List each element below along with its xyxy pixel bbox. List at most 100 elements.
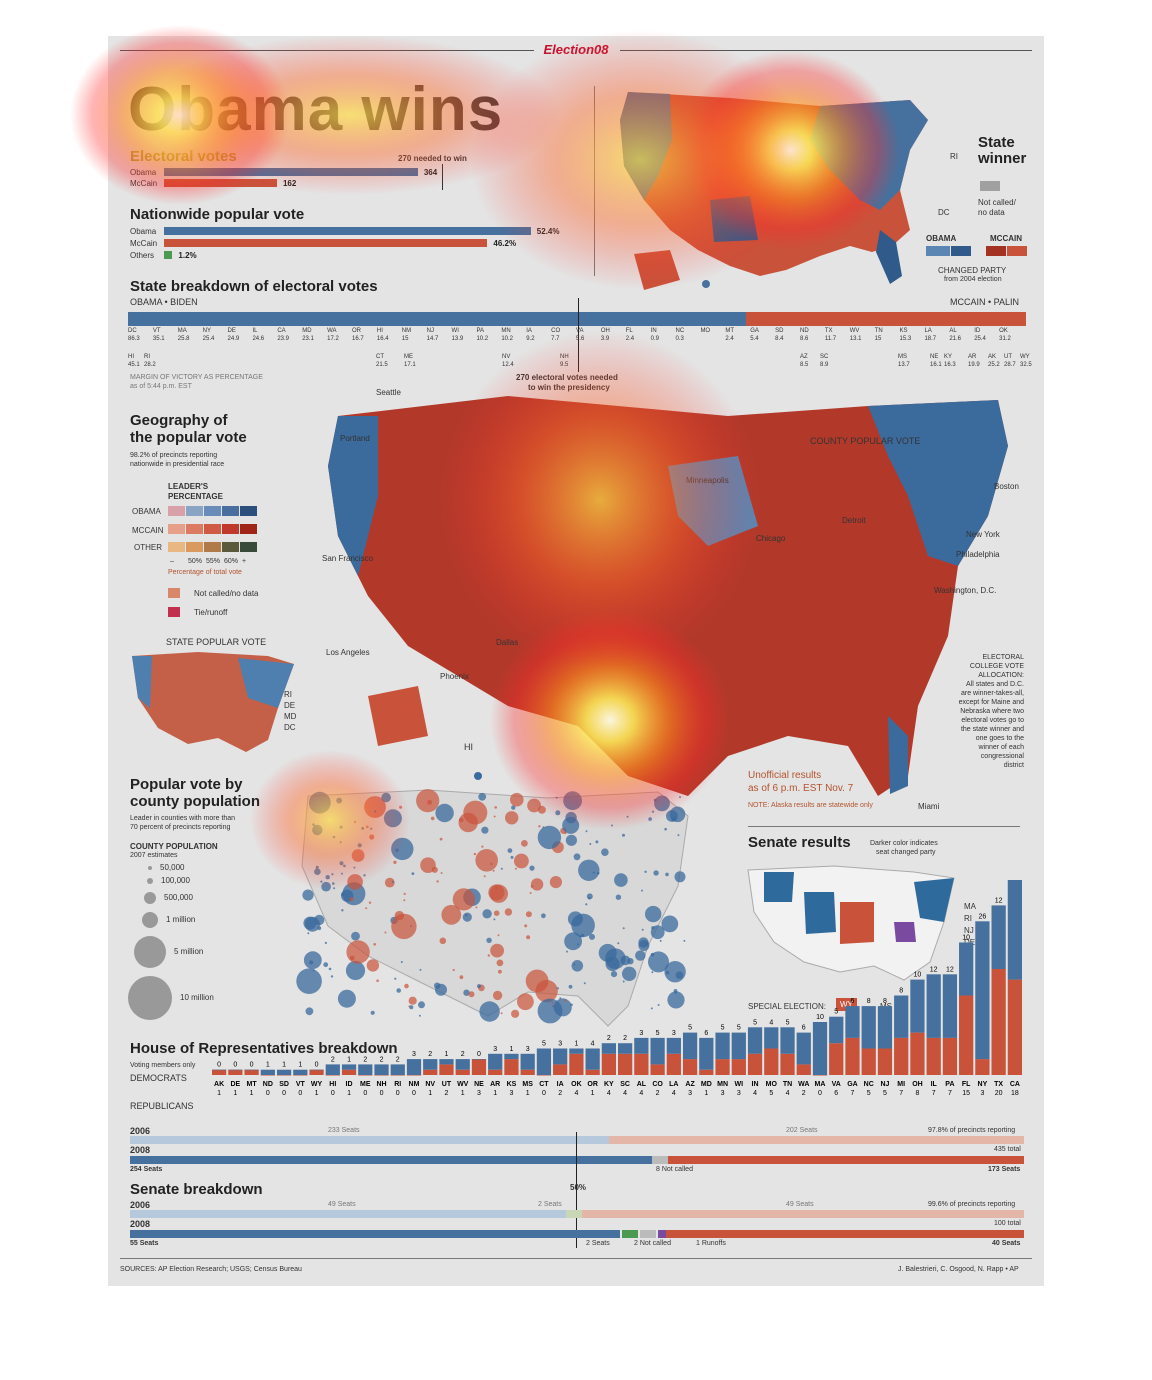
breakdown-margin: 5.4	[750, 336, 759, 342]
county-bubble	[463, 800, 488, 825]
county-bubble	[622, 833, 625, 837]
house-rep-bar	[228, 1069, 243, 1075]
house-state-mt: MT	[247, 1081, 258, 1088]
house-rep-count: 5	[867, 1090, 871, 1097]
house-rep-count: 0	[282, 1090, 286, 1097]
city-label: New York	[966, 530, 1000, 539]
county-bubble	[648, 817, 652, 821]
senate-breakdown-title: Senate breakdown	[130, 1181, 263, 1198]
house-rep-count: 1	[250, 1090, 254, 1097]
hi-label: HI	[464, 742, 473, 752]
electoral-title: Electoral votes	[130, 148, 237, 165]
county-bubble	[524, 924, 528, 928]
house-sub: Voting members only	[130, 1062, 196, 1069]
house-dem-bar	[747, 1027, 763, 1054]
allocation-line: district	[1003, 762, 1024, 769]
breakdown-state-nj: NJ	[426, 328, 434, 334]
county-bubble	[331, 873, 334, 876]
senate-northeast	[914, 878, 954, 922]
electoral-needed: 270 needed to win	[398, 154, 467, 163]
house-dem-count: 6	[704, 1030, 708, 1037]
house-state-al: AL	[637, 1081, 647, 1088]
breakdown-state-de: DE	[227, 328, 236, 334]
house-dem-count: 10	[914, 972, 922, 979]
senate-2006-rep-bar	[582, 1210, 1024, 1218]
house-state-ma: MA	[815, 1081, 826, 1088]
house-rep-count: 7	[851, 1090, 855, 1097]
house-rep-bar	[1007, 979, 1022, 1075]
senate-49a: 49 Seats	[328, 1201, 356, 1208]
county-bubble	[571, 960, 584, 972]
house-rep-bar	[829, 1043, 844, 1075]
county-bubble	[357, 843, 362, 848]
senate-ga	[894, 922, 916, 942]
house-rep-bar	[504, 1059, 519, 1075]
county-bubble	[653, 870, 659, 876]
house-state-ks: KS	[507, 1081, 517, 1088]
house-dem-bar	[715, 1032, 730, 1060]
leader-1: LEADER'S	[168, 482, 209, 491]
county-bubble	[330, 975, 334, 978]
dc-label: DC	[938, 208, 950, 217]
house-dem-count: 5	[834, 1009, 838, 1016]
legend-mccain-changed	[986, 246, 1006, 256]
county-bubble	[325, 875, 330, 880]
margin-note-2: as of 5:44 p.m. EST	[130, 383, 192, 390]
county-bubble	[615, 894, 622, 900]
leader-other: OTHER	[134, 543, 162, 552]
house-state-nv: NV	[425, 1081, 435, 1088]
county-bubble	[439, 937, 447, 945]
county-bubble	[368, 901, 372, 904]
senate-2008-runoff-bar	[658, 1230, 666, 1238]
house-state-ut: UT	[442, 1081, 452, 1088]
house-chart: 0AK10DE10MT11ND01SD01VT00WY12HI01ID12ME0…	[212, 880, 1022, 1097]
house-rep-count: 0	[331, 1090, 335, 1097]
county-bubble	[365, 907, 368, 910]
county-bubble	[665, 872, 669, 877]
bubble-legend-circle	[147, 878, 153, 884]
senate-runoffs: 1 Runoffs	[696, 1240, 726, 1247]
senate-results-map	[747, 865, 955, 981]
leader-swatch	[186, 524, 203, 534]
house-2008-rep-bar	[668, 1156, 1024, 1164]
house-dem-count: 2	[396, 1056, 400, 1063]
county-bubble	[573, 853, 581, 861]
county-bubble	[555, 796, 558, 799]
allocation-line: Nebraska where two	[960, 708, 1024, 715]
bubble-legend-circle	[134, 936, 166, 968]
breakdown-margin: 2.4	[725, 336, 734, 342]
breakdown-margin: 16.1	[930, 362, 942, 368]
county-bubble	[435, 983, 447, 996]
house-dem-count: 3	[493, 1046, 497, 1053]
county-bubble	[538, 825, 541, 828]
house-dem-count: 2	[461, 1051, 465, 1058]
county-bubble	[312, 823, 315, 826]
breakdown-state-or: OR	[352, 328, 361, 334]
breakdown-state-ky: KY	[944, 354, 953, 360]
county-bubble	[537, 998, 563, 1024]
tie-label: Tie/runoff	[194, 608, 228, 617]
no-data-text: no data	[978, 208, 1005, 217]
house-dem-bar	[536, 1048, 552, 1075]
county-bubble	[339, 825, 343, 829]
countypop-note-2: 70 percent of precincts reporting	[130, 824, 231, 831]
divider-vertical	[594, 86, 595, 276]
county-bubble	[430, 816, 435, 821]
leader-swatch	[240, 542, 257, 552]
house-rep-bar	[439, 1064, 454, 1075]
bubble-legend-label: 5 million	[174, 947, 204, 956]
house-dem-bar	[406, 1059, 422, 1075]
county-bubble	[495, 887, 498, 890]
leader-scale-tick: +	[242, 558, 247, 565]
house-dem-bar	[276, 1069, 292, 1075]
house-dem-bar	[569, 1048, 584, 1054]
breakdown-state-dc: DC	[128, 328, 137, 334]
house-dem-bar	[975, 921, 990, 1060]
breakdown-state-ne: NE	[930, 354, 939, 360]
county-bubble	[374, 810, 377, 813]
county-bubble	[596, 871, 600, 875]
house-rep-count: 3	[688, 1090, 692, 1097]
house-dem-count: 2	[363, 1056, 367, 1063]
county-bubble	[585, 903, 588, 906]
county-bubble	[404, 983, 409, 989]
